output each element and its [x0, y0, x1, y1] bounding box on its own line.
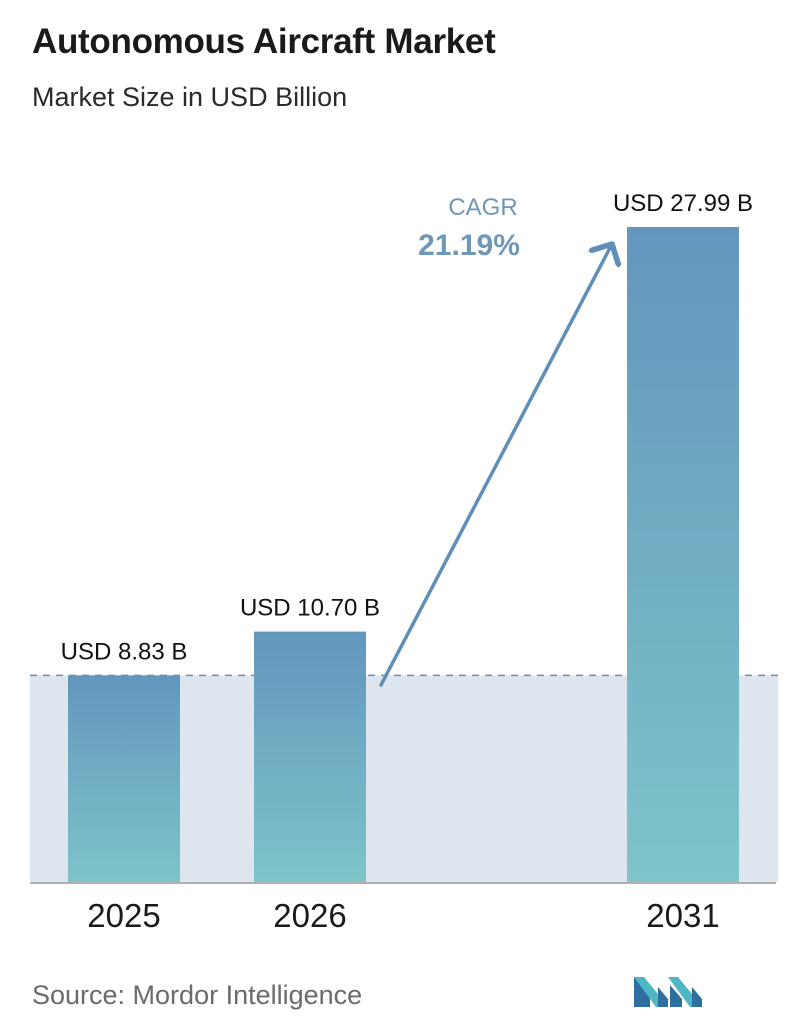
mordor-intelligence-logo-icon [634, 977, 702, 1007]
source-note: Source: Mordor Intelligence [32, 980, 363, 1010]
category-label-2026: 2026 [273, 897, 346, 934]
bar-chart: USD 8.83 B 2025 USD 10.70 B 2026 USD 27.99 B… [30, 190, 780, 934]
category-label-2031: 2031 [646, 897, 719, 934]
chart-title: Autonomous Aircraft Market [32, 22, 496, 61]
chart-subtitle: Market Size in USD Billion [32, 82, 348, 112]
cagr-arrow [379, 244, 612, 687]
bar-2031 [627, 227, 739, 882]
value-label-2026: USD 10.70 B [240, 595, 380, 622]
cagr-label: CAGR [448, 194, 517, 221]
value-label-2031: USD 27.99 B [613, 190, 753, 217]
cagr-value: 21.19% [418, 229, 520, 262]
bar-2026 [254, 631, 366, 882]
value-label-2025: USD 8.83 B [61, 638, 188, 665]
bar-2025 [68, 675, 180, 882]
annotation-layer: USD 8.83 B 2025 USD 10.70 B 2026 USD 27.99 B… [30, 190, 776, 934]
category-label-2025: 2025 [87, 897, 160, 934]
bars-layer [68, 227, 739, 882]
